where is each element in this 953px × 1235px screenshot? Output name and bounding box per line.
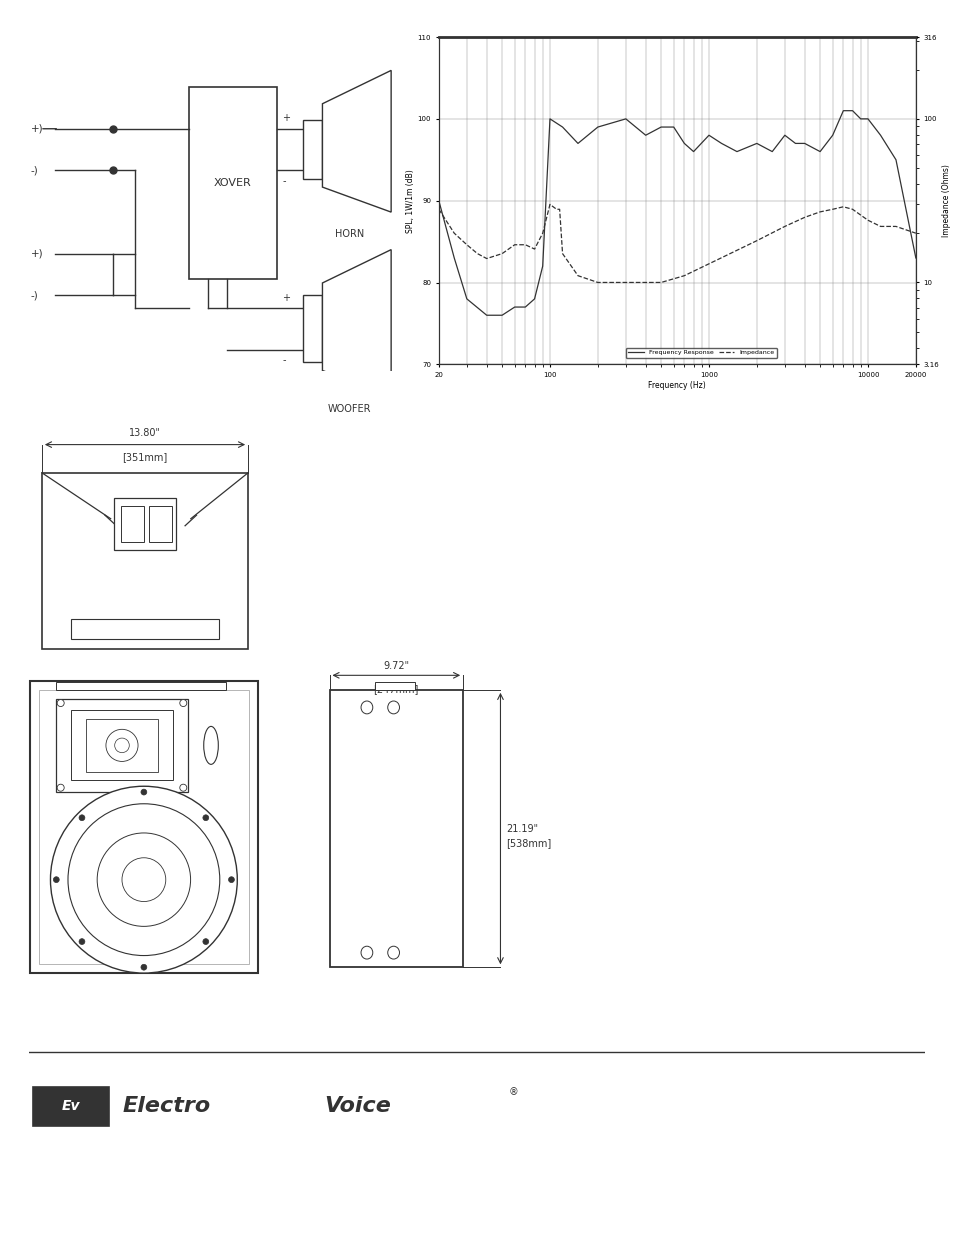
Bar: [42, 473, 248, 650]
Circle shape: [203, 939, 209, 945]
Text: XOVER: XOVER: [213, 178, 252, 188]
Circle shape: [51, 787, 237, 973]
Text: +): +): [30, 124, 43, 133]
Bar: [149, 506, 172, 542]
Text: +: +: [282, 114, 290, 124]
Text: Voice: Voice: [324, 1097, 391, 1116]
Circle shape: [179, 699, 187, 706]
Bar: [375, 682, 415, 690]
Text: [247mm]: [247mm]: [374, 684, 418, 694]
Legend: Frequency Response, Impedance: Frequency Response, Impedance: [625, 347, 776, 358]
Circle shape: [229, 877, 234, 883]
Bar: [120, 506, 143, 542]
Bar: [30, 682, 257, 973]
Text: -): -): [30, 165, 38, 175]
Circle shape: [141, 965, 147, 971]
Circle shape: [106, 730, 138, 762]
Circle shape: [141, 789, 147, 795]
Text: +): +): [30, 248, 43, 259]
Circle shape: [387, 701, 399, 714]
Circle shape: [79, 939, 85, 945]
Text: 9.72": 9.72": [383, 661, 409, 671]
Bar: [86, 719, 158, 772]
Circle shape: [68, 804, 219, 956]
Y-axis label: Impedance (Ohms): Impedance (Ohms): [941, 164, 950, 237]
Circle shape: [387, 946, 399, 960]
Text: WOOFER: WOOFER: [327, 404, 371, 414]
Circle shape: [114, 739, 130, 752]
Text: [538mm]: [538mm]: [505, 839, 551, 848]
Circle shape: [97, 832, 191, 926]
Bar: [189, 86, 276, 279]
Bar: [329, 690, 462, 967]
Text: ®: ®: [508, 1087, 517, 1097]
Circle shape: [57, 784, 64, 792]
Bar: [56, 699, 188, 792]
Text: [351mm]: [351mm]: [122, 452, 168, 462]
Circle shape: [53, 877, 59, 883]
Text: 21.19": 21.19": [505, 824, 537, 834]
Bar: [303, 120, 322, 179]
Text: -: -: [282, 175, 286, 185]
Bar: [39, 690, 249, 965]
Bar: [56, 682, 225, 690]
Bar: [303, 295, 322, 362]
Polygon shape: [322, 249, 391, 395]
Circle shape: [203, 815, 209, 820]
Text: HORN: HORN: [335, 228, 363, 238]
Bar: [71, 619, 219, 638]
Circle shape: [79, 815, 85, 820]
Circle shape: [57, 699, 64, 706]
X-axis label: Frequency (Hz): Frequency (Hz): [648, 380, 705, 390]
Circle shape: [122, 858, 166, 902]
Bar: [71, 710, 172, 781]
Circle shape: [179, 784, 187, 792]
Bar: [113, 498, 176, 551]
Text: Ev: Ev: [62, 1099, 80, 1113]
Text: Electro: Electro: [123, 1097, 211, 1116]
Bar: [33, 1087, 110, 1125]
Text: +: +: [282, 293, 290, 303]
Y-axis label: SPL, 1W/1m (dB): SPL, 1W/1m (dB): [405, 169, 415, 232]
Text: -: -: [282, 356, 286, 366]
Text: 13.80": 13.80": [129, 427, 161, 437]
Text: -): -): [30, 290, 38, 300]
Polygon shape: [322, 70, 391, 212]
Circle shape: [360, 701, 373, 714]
Ellipse shape: [204, 726, 218, 764]
Circle shape: [360, 946, 373, 960]
